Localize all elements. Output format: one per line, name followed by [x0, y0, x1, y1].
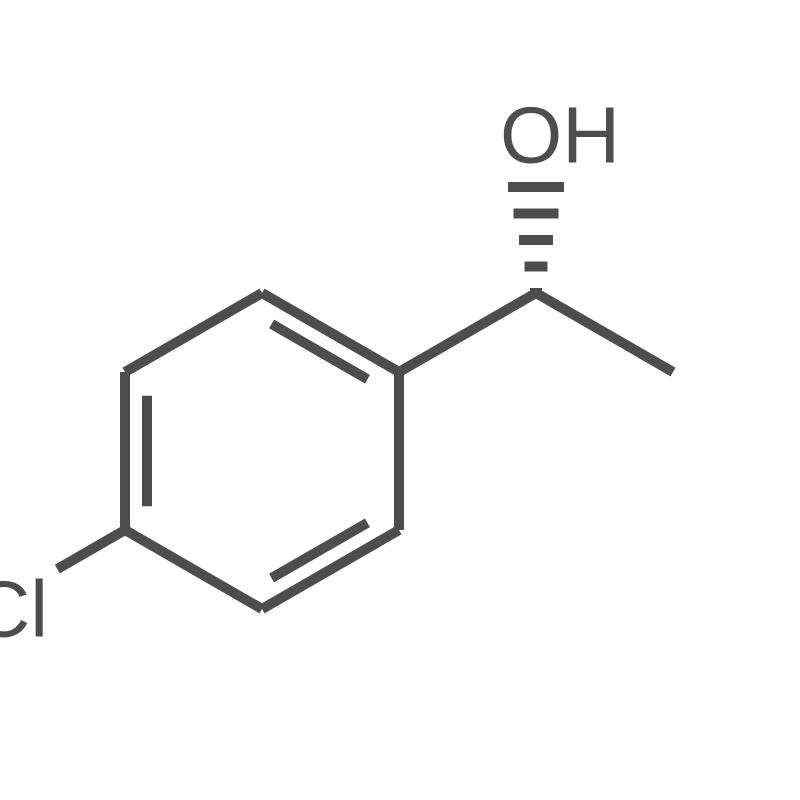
atom-label-cl: Cl: [0, 565, 48, 654]
bond: [57, 530, 125, 569]
molecule-diagram: Cl OH: [0, 0, 800, 800]
bond: [399, 293, 536, 372]
atom-label-o: OH: [500, 91, 620, 180]
bond: [125, 293, 262, 372]
bond-inner: [272, 324, 368, 379]
bond: [536, 293, 673, 372]
bond-inner: [272, 523, 368, 578]
bond: [125, 530, 262, 609]
